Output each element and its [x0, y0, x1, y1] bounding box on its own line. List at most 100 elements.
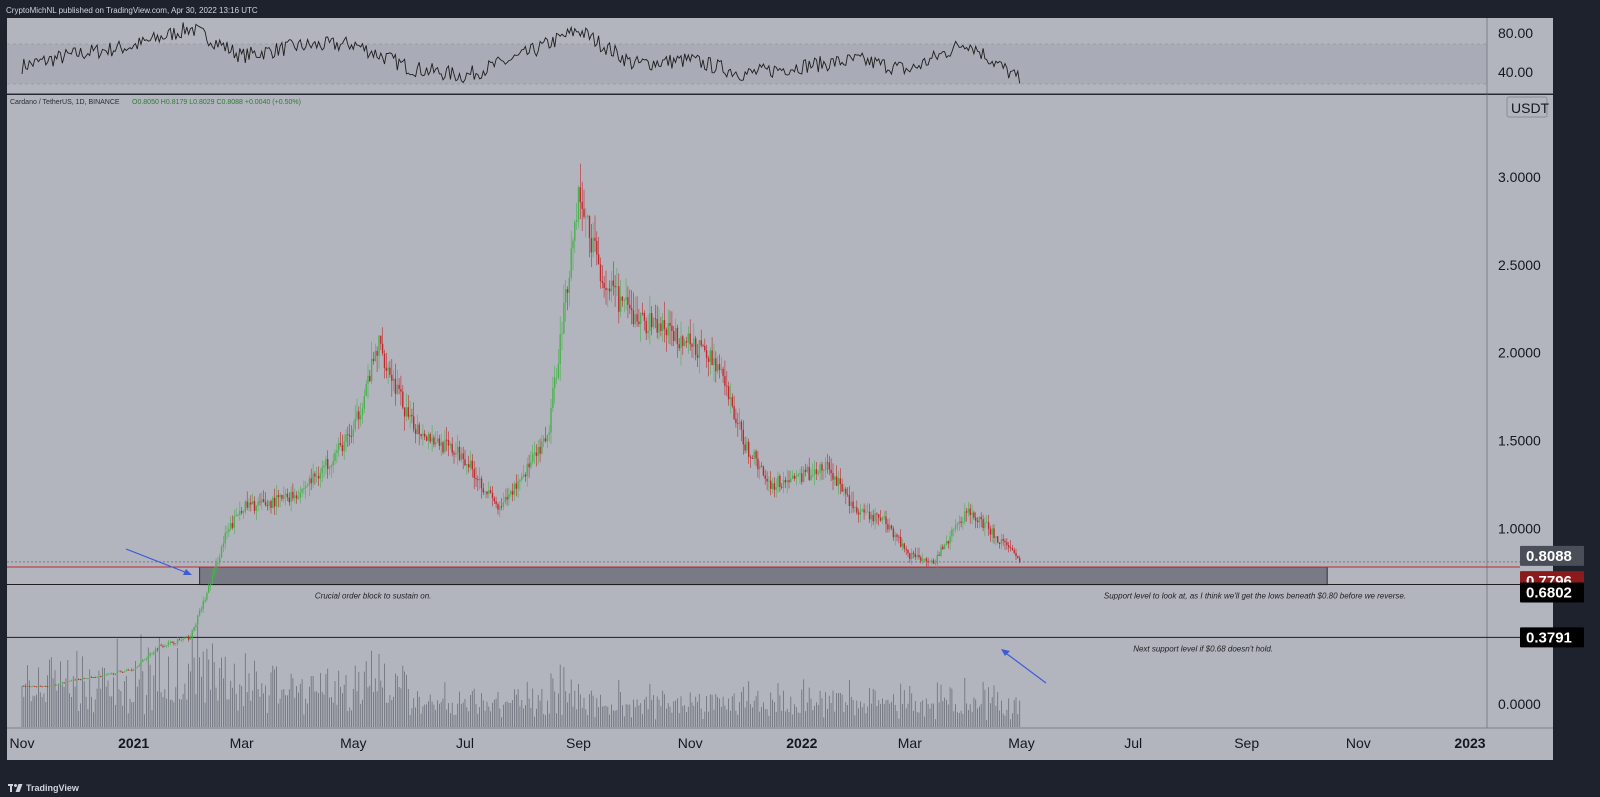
volume-bar — [424, 704, 426, 727]
volume-bar — [270, 672, 272, 727]
candle-body — [695, 338, 697, 355]
candle-body — [105, 674, 107, 676]
candle-body — [297, 498, 300, 499]
candle-body — [1019, 557, 1021, 562]
candle-body — [550, 408, 552, 433]
volume-bar — [601, 706, 603, 727]
candle-body — [674, 327, 677, 341]
volume-bar — [109, 696, 111, 727]
currency-box[interactable] — [1506, 96, 1548, 118]
candle-body — [360, 415, 362, 420]
volume-bar — [979, 706, 980, 727]
candle-body — [533, 452, 536, 454]
volume-bar — [237, 710, 239, 727]
candle-body — [246, 501, 248, 508]
volume-bar — [274, 669, 275, 727]
candle-body — [781, 487, 783, 488]
volume-bar — [320, 673, 321, 727]
candle-body — [25, 686, 27, 687]
volume-bar — [980, 704, 982, 727]
candle-body — [32, 686, 34, 687]
candle-body — [969, 508, 971, 515]
candle-body — [67, 681, 69, 683]
volume-bar — [307, 703, 308, 727]
volume-bar — [230, 680, 232, 727]
candle-body — [457, 446, 459, 453]
volume-bar — [177, 648, 178, 727]
volume-bar — [768, 715, 770, 727]
volume-bar — [869, 688, 870, 727]
volume-bar — [872, 688, 874, 727]
volume-bar — [786, 708, 788, 727]
volume-bar — [634, 707, 636, 727]
candle-body — [563, 302, 565, 334]
volume-bar — [89, 669, 91, 727]
volume-bar — [955, 704, 956, 727]
volume-bar — [129, 698, 131, 727]
candle-body — [863, 509, 865, 513]
volume-bar — [512, 700, 513, 727]
volume-bar — [279, 698, 281, 727]
candle-body — [383, 353, 386, 368]
candle-body — [603, 282, 605, 288]
candle-body — [812, 474, 814, 476]
volume-bar — [903, 690, 905, 727]
volume-bar — [642, 714, 643, 727]
candle-body — [557, 364, 560, 378]
candle-body — [312, 473, 314, 484]
candle-body — [202, 601, 204, 609]
time-axis[interactable]: Nov 2021 Mar May Jul Sep Nov 2022 Mar May Jul Sep No… — [7, 727, 1553, 760]
candle-body — [133, 669, 135, 671]
volume-bar — [393, 696, 394, 727]
price-pane[interactable]: Cardano / TetherUS, 1D, BINANCE O0.8050 … — [7, 18, 1584, 760]
candle-body — [865, 511, 867, 513]
volume-bar — [263, 693, 264, 727]
volume-bar — [790, 696, 792, 727]
volume-bar — [352, 689, 354, 727]
volume-bar — [609, 714, 610, 727]
candle-body — [733, 406, 735, 419]
volume-bar — [391, 700, 393, 727]
candle-body — [345, 434, 347, 442]
candle-body — [651, 313, 653, 328]
volume-bar — [409, 715, 411, 727]
candle-body — [413, 416, 415, 430]
tradingview-brand[interactable]: TradingView — [8, 780, 79, 795]
volume-bar — [854, 715, 856, 727]
volume-bar — [612, 710, 614, 727]
volume-bar — [748, 681, 750, 727]
volume-bar — [614, 710, 616, 727]
volume-bar — [567, 702, 568, 727]
candle-body — [255, 505, 257, 511]
candle-body — [599, 264, 602, 281]
candle-body — [140, 661, 142, 666]
candle-body — [539, 447, 541, 454]
candle-body — [96, 676, 98, 678]
candle-body — [841, 484, 843, 492]
candle-body — [484, 491, 486, 493]
rsi-pane[interactable]: 80.00 40.00 — [7, 18, 1553, 94]
volume-bar — [583, 697, 585, 727]
candle-body — [491, 492, 494, 499]
volume-bar — [61, 684, 63, 727]
volume-bar — [856, 700, 858, 727]
candle-body — [790, 478, 792, 483]
candle-body — [114, 673, 117, 675]
volume-bar — [301, 679, 303, 727]
price-tick-label: 1.5000 — [1498, 433, 1541, 449]
candle-body — [835, 476, 838, 486]
candle-body — [654, 318, 657, 320]
volume-bar — [556, 713, 557, 727]
volume-bar — [594, 717, 596, 727]
candle-body — [506, 496, 508, 500]
volume-bar — [201, 676, 202, 727]
volume-bar — [155, 652, 156, 727]
volume-bar — [468, 711, 470, 727]
candle-body — [830, 469, 832, 474]
volume-bar — [426, 704, 427, 727]
candle-body — [235, 515, 237, 517]
volume-bar — [973, 697, 975, 727]
candle-body — [742, 429, 744, 445]
candle-body — [975, 517, 977, 521]
